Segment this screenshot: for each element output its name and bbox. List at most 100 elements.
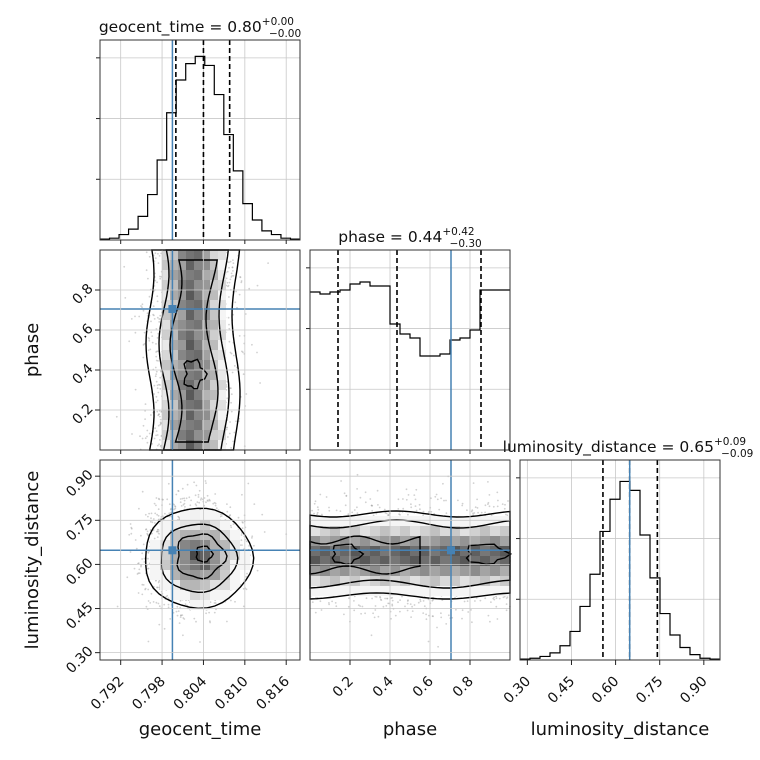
scatter-point: [159, 439, 161, 441]
scatter-point: [241, 521, 244, 523]
scatter-point: [130, 532, 133, 535]
scatter-point: [144, 437, 147, 440]
scatter-point: [156, 399, 159, 402]
scatter-point: [149, 602, 152, 604]
scatter-point: [153, 537, 156, 540]
density-bin: [162, 350, 170, 360]
scatter-point: [194, 494, 197, 497]
scatter-point: [167, 603, 170, 606]
density-bin: [186, 430, 194, 440]
density-bin: [186, 420, 194, 430]
scatter-point: [141, 490, 144, 493]
scatter-point: [153, 393, 156, 395]
scatter-point: [169, 618, 172, 620]
density-bin: [194, 280, 202, 290]
scatter-point: [229, 260, 232, 263]
scatter-point: [197, 496, 200, 498]
scatter-point: [158, 580, 160, 583]
scatter-point: [157, 508, 160, 511]
scatter-point: [143, 331, 146, 334]
scatter-point: [241, 544, 243, 546]
scatter-point: [145, 528, 148, 530]
scatter-point: [160, 422, 162, 425]
scatter-point: [226, 620, 228, 623]
scatter-point: [160, 422, 162, 424]
scatter-point: [232, 259, 234, 261]
scatter-point: [239, 276, 242, 278]
density-bin: [170, 270, 178, 280]
scatter-point: [148, 512, 151, 515]
scatter-point: [251, 343, 253, 346]
scatter-point: [156, 295, 159, 298]
scatter-point: [169, 508, 172, 511]
scatter-point: [158, 410, 161, 412]
scatter-point: [159, 415, 161, 418]
scatter-point: [141, 437, 144, 440]
scatter-point: [199, 641, 201, 643]
scatter-point: [241, 527, 244, 530]
scatter-point: [181, 497, 184, 500]
scatter-point: [251, 537, 253, 539]
density-bin: [194, 340, 202, 350]
scatter-point: [229, 421, 232, 423]
scatter-point: [126, 576, 129, 579]
panel-title-luminosity_distance: luminosity_distance = 0.65+0.09 −0.09: [503, 436, 754, 460]
density-bin: [178, 340, 186, 350]
scatter-point: [183, 497, 186, 500]
density-bin: [186, 410, 194, 420]
scatter-point: [141, 593, 144, 596]
scatter-point: [246, 572, 248, 575]
scatter-point: [151, 443, 154, 445]
histogram-step: [520, 480, 720, 660]
scatter-point: [154, 257, 157, 260]
scatter-point: [141, 552, 144, 555]
density-bin: [170, 290, 178, 300]
scatter-point: [146, 530, 149, 533]
scatter-point: [147, 515, 149, 518]
scatter-point: [153, 437, 156, 440]
density-bin: [210, 340, 218, 350]
scatter-point: [155, 504, 157, 507]
scatter-point: [247, 482, 250, 485]
scatter-point: [238, 293, 241, 296]
density-bin: [194, 270, 202, 280]
scatter-point: [182, 617, 185, 619]
density-bin: [218, 380, 226, 390]
scatter-point: [204, 480, 207, 482]
scatter-point: [156, 281, 159, 284]
scatter-point: [147, 277, 149, 280]
scatter-point: [159, 314, 162, 317]
scatter-point: [130, 318, 133, 320]
scatter-point: [155, 380, 158, 383]
scatter-point: [199, 498, 202, 501]
scatter-point: [259, 382, 261, 384]
density-bin: [218, 400, 226, 410]
density-bin: [162, 390, 170, 400]
scatter-point: [230, 276, 233, 278]
scatter-point: [225, 277, 228, 280]
scatter-point: [141, 303, 144, 306]
scatter-point: [206, 499, 209, 502]
scatter-point: [213, 611, 216, 614]
scatter-point: [156, 300, 159, 303]
scatter-point: [190, 499, 193, 502]
density-bin: [170, 390, 178, 400]
scatter-point: [240, 539, 243, 542]
scatter-point: [128, 533, 131, 536]
scatter-point: [155, 343, 157, 345]
scatter-point: [157, 414, 160, 417]
scatter-point: [154, 375, 157, 378]
scatter-point: [135, 547, 138, 550]
scatter-point: [179, 616, 182, 618]
scatter-point: [146, 429, 149, 432]
scatter-point: [237, 516, 240, 519]
scatter-point: [155, 430, 158, 432]
scatter-point: [156, 384, 159, 387]
scatter-point: [193, 617, 196, 620]
scatter-point: [154, 279, 157, 282]
scatter-point: [214, 493, 217, 495]
scatter-point: [156, 513, 159, 516]
scatter-point: [144, 418, 147, 420]
scatter-point: [133, 567, 136, 570]
